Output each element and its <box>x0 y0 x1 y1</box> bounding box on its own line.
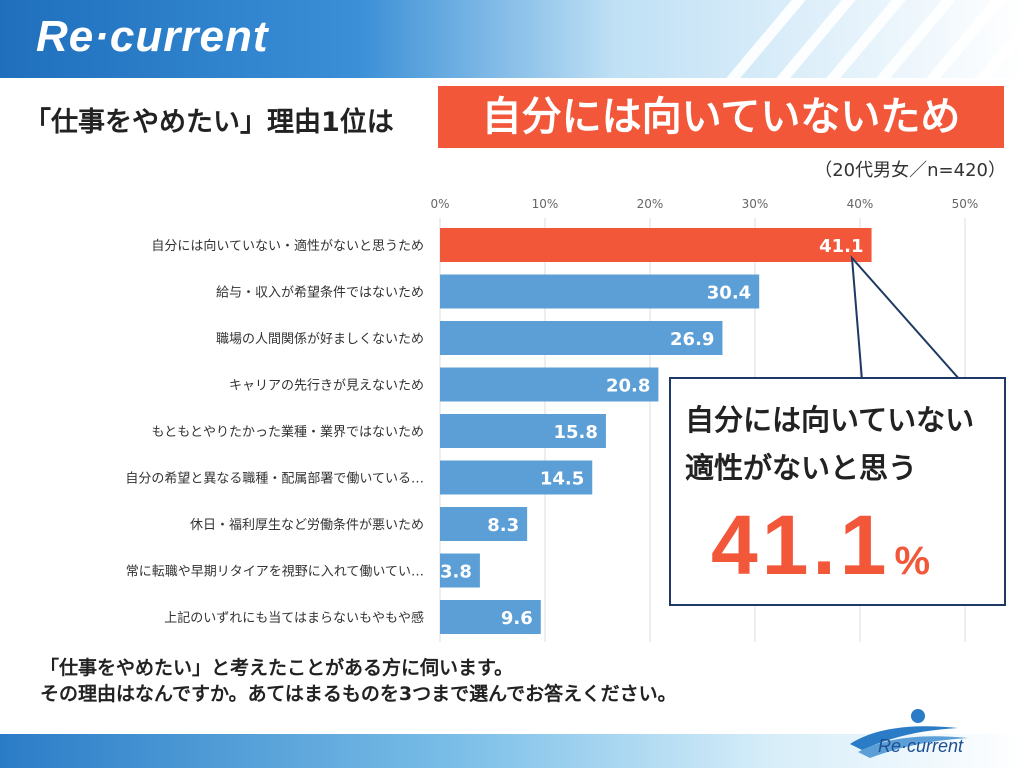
x-tick-label: 10% <box>532 197 559 211</box>
data-label: 30.4 <box>707 283 751 304</box>
bar-chart: 0% 10% 20% 30% 40% 50% 自分には向いていない・適性がないと思うため給… <box>125 197 978 642</box>
bar <box>440 228 872 262</box>
bar <box>440 274 760 309</box>
bar <box>440 460 593 495</box>
question-line-2: その理由はなんですか。あてはまるものを3つまで選んでお答えください。 <box>40 683 677 705</box>
footer-logo: Re·current <box>848 706 1018 764</box>
chart-ticks: 0% 10% 20% 30% 40% 50% <box>430 197 978 211</box>
x-tick-label: 30% <box>742 197 769 211</box>
data-label: 15.8 <box>553 422 597 443</box>
category-label: 自分には向いていない・適性がないと思うため <box>151 238 424 254</box>
chart-categories: 自分には向いていない・適性がないと思うため給与・収入が希望条件ではないため職場の… <box>125 238 424 626</box>
callout-box: 自分には向いていない 適性がないと思う 41.1% <box>669 377 1006 606</box>
chart-bars <box>440 228 872 634</box>
bar <box>440 553 480 588</box>
page-title-highlight: 自分には向いていないため <box>481 94 961 140</box>
data-label: 8.3 <box>487 515 519 536</box>
category-label: 常に転職や早期リタイアを視野に入れて働いてい… <box>126 565 424 580</box>
category-label: 職場の人間関係が好ましくないため <box>216 332 424 347</box>
chart-value-labels: 41.1 30.4 26.9 20.8 15.8 14.5 8.3 3.8 9.6 <box>440 236 864 629</box>
callout-number: 41.1 <box>711 498 891 592</box>
callout-line-2: 適性がないと思う <box>685 451 918 485</box>
category-label: キャリアの先行きが見えないため <box>229 379 424 394</box>
data-label: 26.9 <box>670 329 714 350</box>
brand-logo: Re·current <box>36 12 269 61</box>
survey-question: 「仕事をやめたい」と考えたことがある方に伺います。 その理由はなんですか。あては… <box>40 655 677 707</box>
data-label: 3.8 <box>440 562 472 583</box>
bar <box>440 414 606 448</box>
x-tick-label: 0% <box>430 197 449 211</box>
callout-line-1: 自分には向いていない <box>685 403 975 437</box>
data-label: 9.6 <box>501 608 533 629</box>
category-label: もともとやりたかった業種・業界ではないため <box>152 424 424 440</box>
category-label: 休日・福利厚生など労働条件が悪いため <box>190 517 424 533</box>
bar <box>440 507 528 541</box>
data-label: 20.8 <box>606 376 650 397</box>
footer-band <box>0 734 1024 768</box>
bar <box>440 321 723 355</box>
question-line-1: 「仕事をやめたい」と考えたことがある方に伺います。 <box>40 657 514 679</box>
wave-logo-icon <box>850 709 968 758</box>
sample-note: （20代男女／n=420） <box>814 160 1006 181</box>
category-label: 上記のいずれにも当てはまらないもやもや感 <box>164 610 424 626</box>
callout-unit: % <box>894 539 935 583</box>
title-highlight-box: 自分には向いていないため <box>438 86 1004 148</box>
x-tick-label: 20% <box>637 197 664 211</box>
bar <box>440 600 541 634</box>
bar <box>440 367 659 402</box>
data-label: 14.5 <box>540 469 584 490</box>
data-label: 41.1 <box>819 236 863 257</box>
category-label: 自分の希望と異なる職種・配属部署で働いている… <box>125 471 424 487</box>
category-label: 給与・収入が希望条件ではないため <box>216 285 424 301</box>
page-title-prefix: 「仕事をやめたい」理由1位は <box>24 107 394 138</box>
footer-brand: Re·current <box>878 736 964 756</box>
x-tick-label: 40% <box>847 197 874 211</box>
header-band <box>0 0 1024 78</box>
callout-value: 41.1% <box>711 497 934 594</box>
x-tick-label: 50% <box>952 197 979 211</box>
